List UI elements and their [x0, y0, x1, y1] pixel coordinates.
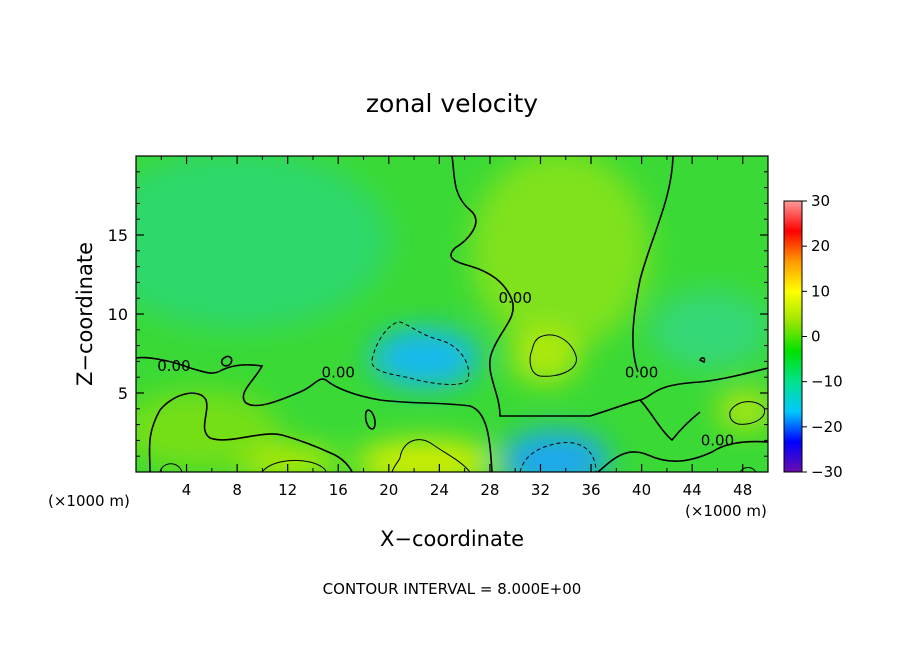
colorbar: 30 20 10 0 −10 −20 −30 [783, 192, 843, 481]
x-tick-label: 40 [632, 481, 651, 499]
y-tick-label: 5 [118, 384, 128, 403]
contour-negative-upper [371, 321, 470, 385]
field-region-right [650, 290, 768, 370]
y-tick-label: 15 [108, 226, 128, 245]
contour-zero-slit [364, 409, 376, 430]
contour-zero-middle [450, 156, 768, 417]
contour-zero-lower-right [597, 440, 768, 472]
contour-zero-mid-right [639, 399, 701, 442]
plot-area [136, 156, 768, 472]
x-tick-label: 20 [379, 481, 398, 499]
field-blobs [136, 156, 768, 472]
colorbar-tick-label: 0 [811, 328, 821, 346]
x-tick-label: 48 [733, 481, 752, 499]
contour-negative-lower [519, 441, 597, 472]
colorbar-tick-label: −10 [811, 373, 843, 391]
contour-zero-left [136, 356, 493, 472]
x-tick-label: 8 [232, 481, 242, 499]
contour-positive-core [529, 334, 577, 377]
y-axis-label: Z−coordinate [73, 242, 97, 386]
contour-positive-surface [391, 439, 471, 472]
contour-zero-lower-left [148, 392, 353, 472]
x-unit-label-left: (×1000 m) [48, 492, 130, 510]
colorbar-tick-label: 10 [811, 282, 830, 300]
x-tick-label: 44 [683, 481, 702, 499]
field-region-lower-left [136, 390, 280, 470]
field-region-positive-right [717, 390, 768, 430]
colorbar-tick-label: −30 [811, 463, 843, 481]
x-tick-label: 4 [182, 481, 192, 499]
contour-label: 0.00 [625, 363, 658, 381]
contour-zero-small-loop [220, 355, 233, 367]
colorbar-tick-label: 20 [811, 237, 830, 255]
contour-label: 0.00 [498, 289, 531, 307]
contour-positive-right [729, 401, 766, 425]
x-tick-label: 12 [278, 481, 297, 499]
zero-contours [136, 156, 768, 472]
contour-interval-footer: CONTOUR INTERVAL = 8.000E+00 [323, 580, 582, 598]
field-region-positive-surface [355, 440, 495, 472]
field-region-negative-lower [500, 430, 610, 472]
x-tick-label: 36 [581, 481, 600, 499]
colorbar-fill [783, 200, 803, 473]
field-region-positive-core [510, 328, 580, 384]
x-tick-label: 28 [480, 481, 499, 499]
x-axis-label: X−coordinate [380, 527, 524, 551]
x-tick-label: 16 [329, 481, 348, 499]
colorbar-ticks: 30 20 10 0 −10 −20 −30 [802, 192, 843, 481]
positive-contours [159, 334, 766, 472]
negative-contours [371, 321, 597, 472]
chart-title: zonal velocity [366, 89, 538, 118]
contour-label: 0.00 [322, 363, 355, 381]
contour-positive-left [261, 459, 327, 472]
contour-zero-small-loop-2 [698, 357, 706, 364]
y-tick-label: 10 [108, 305, 128, 324]
contour-labels: 0.00 0.00 0.00 0.00 0.00 [157, 289, 734, 449]
colorbar-tick-label: −20 [811, 418, 843, 436]
field-region-upper-right [470, 156, 650, 350]
contour-label: 0.00 [701, 431, 734, 449]
x-tick-label: 24 [430, 481, 449, 499]
field-region-upper-left [136, 156, 390, 330]
contour-label: 0.00 [157, 357, 190, 375]
axis-ticks [136, 156, 768, 472]
field-region-negative-upper [370, 328, 480, 388]
x-tick-label: 32 [531, 481, 550, 499]
contour-zero-right [632, 156, 674, 373]
colorbar-tick-label: 30 [811, 192, 830, 210]
contour-positive-bottom-right [739, 467, 757, 472]
x-unit-label-right: (×1000 m) [685, 502, 767, 520]
